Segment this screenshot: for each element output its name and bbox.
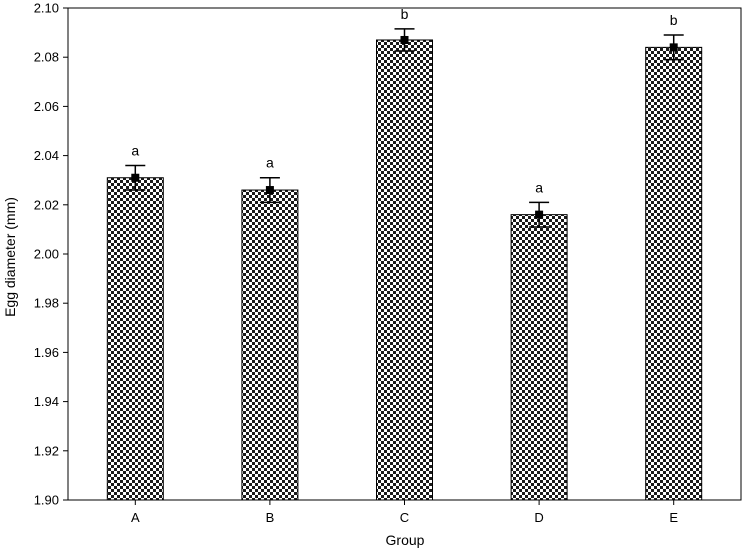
y-tick-label: 2.06 xyxy=(34,99,59,114)
y-tick-label: 2.00 xyxy=(34,247,59,262)
x-tick-label: D xyxy=(534,510,543,525)
x-tick-label: C xyxy=(400,510,409,525)
x-tick-label: A xyxy=(131,510,140,525)
plot-area: 1.90 1.92 1.94 1.96 1.98 2.00 2.02 2.04 2.06 2.08… xyxy=(34,1,742,525)
bar xyxy=(241,189,299,501)
bar xyxy=(376,39,433,501)
significance-letter: a xyxy=(535,179,543,195)
x-tick-label: E xyxy=(669,510,678,525)
mean-marker xyxy=(265,186,274,195)
y-tick-label: 2.04 xyxy=(34,148,59,163)
mean-marker xyxy=(669,43,678,52)
bar xyxy=(645,46,703,501)
significance-letter: a xyxy=(266,155,274,171)
y-tick-label: 1.92 xyxy=(34,443,59,458)
y-tick-label: 1.90 xyxy=(34,493,59,508)
y-tick-label: 1.94 xyxy=(34,394,59,409)
bar xyxy=(106,177,164,501)
mean-marker xyxy=(400,35,409,44)
significance-letter: b xyxy=(670,12,678,28)
y-tick-label: 2.08 xyxy=(34,50,59,65)
significance-letter: b xyxy=(401,6,409,22)
y-tick-label: 2.02 xyxy=(34,197,59,212)
mean-marker xyxy=(535,210,544,219)
y-axis-title: Egg diameter (mm) xyxy=(2,197,18,317)
y-tick-label: 2.10 xyxy=(34,1,59,16)
x-axis-title: Group xyxy=(386,532,425,548)
y-tick-label: 1.98 xyxy=(34,296,59,311)
bar xyxy=(510,214,568,501)
x-tick-label: B xyxy=(266,510,275,525)
y-tick-label: 1.96 xyxy=(34,345,59,360)
significance-letter: a xyxy=(131,142,139,158)
mean-marker xyxy=(131,173,140,182)
